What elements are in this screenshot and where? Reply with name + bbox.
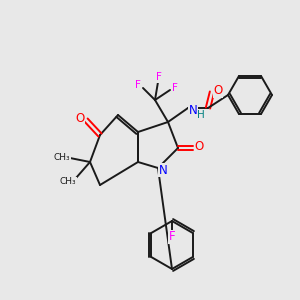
Text: O: O — [194, 140, 204, 154]
Text: N: N — [159, 164, 167, 176]
Text: O: O — [213, 85, 223, 98]
Text: F: F — [135, 80, 141, 90]
Text: CH₃: CH₃ — [60, 178, 76, 187]
Text: F: F — [156, 72, 162, 82]
Text: F: F — [169, 230, 175, 244]
Text: O: O — [75, 112, 85, 124]
Text: F: F — [172, 83, 178, 93]
Text: CH₃: CH₃ — [54, 152, 70, 161]
Text: N: N — [189, 103, 197, 116]
Text: H: H — [197, 110, 205, 120]
